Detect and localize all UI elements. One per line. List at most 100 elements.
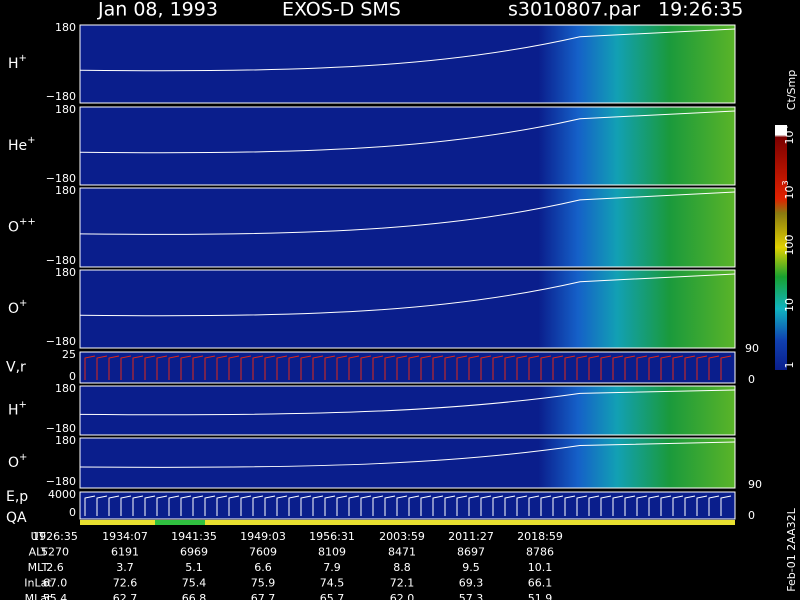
footer-value: 8.8 <box>393 561 411 574</box>
footer-value: 2003:59 <box>379 530 425 543</box>
panel-label-text: O <box>8 301 19 317</box>
trace <box>79 110 736 154</box>
panel-label-text: H <box>8 56 19 72</box>
colorbar-base: 100 <box>783 235 796 256</box>
footer-value: 1949:03 <box>240 530 286 543</box>
tick-label: −180 <box>46 90 76 103</box>
tick-label: 180 <box>55 434 76 447</box>
panel-label-sup: + <box>19 400 27 411</box>
right-tick-label: 90 <box>748 478 762 491</box>
footer-label: UT <box>31 530 46 543</box>
footer-value: 2011:27 <box>448 530 494 543</box>
footer-value: 1934:07 <box>102 530 148 543</box>
footer-value: 55.4 <box>43 592 68 600</box>
trace <box>79 191 736 235</box>
tick-label: 180 <box>55 103 76 116</box>
footer-value: 6969 <box>180 546 208 559</box>
panel-label: O++ <box>8 217 36 236</box>
panel-label-text: H <box>8 403 19 419</box>
footer-value: 62.0 <box>390 592 415 600</box>
footer-value: 7609 <box>249 546 277 559</box>
footer-label: MLat <box>25 592 52 600</box>
tick-label: −180 <box>46 422 76 435</box>
right-tick-label: 0 <box>748 509 755 522</box>
colorbar-base: 10 <box>783 186 796 200</box>
footer-value: 2018:59 <box>517 530 563 543</box>
colorbar-exp: 4 <box>781 125 790 130</box>
footer-value: 7.9 <box>323 561 341 574</box>
panel-label-sup: + <box>19 452 27 463</box>
panel-label-sup: ++ <box>19 217 36 228</box>
time: 19:26:35 <box>658 0 743 21</box>
panel <box>79 351 736 384</box>
date: Jan 08, 1993 <box>97 0 218 21</box>
colorbar <box>775 125 787 370</box>
footer-value: 57.3 <box>459 592 484 600</box>
colorbar-label: 104 <box>781 125 797 144</box>
colorbar-exp: 3 <box>781 180 790 185</box>
trace <box>79 441 736 468</box>
footer-value: 1941:35 <box>171 530 217 543</box>
footer-value: 67.0 <box>43 577 68 590</box>
footer-value: 51.9 <box>528 592 553 600</box>
panel-label-sup: + <box>19 53 27 64</box>
footer-value: 9.5 <box>462 561 480 574</box>
trace <box>79 28 736 72</box>
panel-label: H+ <box>8 53 27 72</box>
tick-label: 180 <box>55 21 76 34</box>
footer-label: MLT <box>28 561 49 574</box>
footer-value: 6191 <box>111 546 139 559</box>
footer-value: 8471 <box>388 546 416 559</box>
panel <box>79 106 736 186</box>
panel-label-text: He <box>8 138 27 154</box>
footer-value: 69.3 <box>459 577 484 590</box>
colorbar-label: 10 <box>783 298 796 312</box>
panel-label-text: V,r <box>6 360 26 376</box>
footer-value: 65.7 <box>320 592 345 600</box>
footer-value: 66.1 <box>528 577 553 590</box>
colorbar-base: 1 <box>783 362 796 369</box>
tick-label: −180 <box>46 335 76 348</box>
panel-label: V,r <box>6 360 26 376</box>
right-tick-label: 90 <box>745 342 759 355</box>
footer-value: 6.6 <box>254 561 272 574</box>
trace <box>79 273 736 317</box>
colorbar-label: 103 <box>781 180 797 199</box>
footer-value: 72.6 <box>113 577 138 590</box>
footer-value: 67.7 <box>251 592 276 600</box>
footer-value: 2.6 <box>46 561 64 574</box>
panel-label-text: O <box>8 220 19 236</box>
footer-label: ALT <box>29 546 48 559</box>
colorbar-base: 10 <box>783 131 796 145</box>
file: s3010807.par <box>508 0 640 21</box>
panel-label-text: QA <box>6 510 27 526</box>
qa-bar <box>155 520 205 525</box>
panel <box>79 269 736 349</box>
trace <box>84 495 732 516</box>
footer-value: 1956:31 <box>309 530 355 543</box>
footer-value: 75.9 <box>251 577 276 590</box>
footer-value: 3.7 <box>116 561 134 574</box>
instrument: EXOS-D SMS <box>282 0 401 21</box>
tick-label: −180 <box>46 172 76 185</box>
tick-label: 0 <box>69 370 76 383</box>
tick-label: 25 <box>62 348 76 361</box>
panel-label: E,p <box>6 489 28 505</box>
tick-label: 180 <box>55 266 76 279</box>
panel-label-sup: + <box>19 298 27 309</box>
panel <box>79 385 736 436</box>
trace <box>79 389 736 416</box>
footer-value: 72.1 <box>390 577 415 590</box>
panel <box>79 437 736 489</box>
footer-value: 1926:35 <box>32 530 78 543</box>
panel-label: He+ <box>8 135 36 154</box>
footer-value: 10.1 <box>528 561 553 574</box>
tick-label: 0 <box>69 506 76 519</box>
stamp: Feb-01 2AA32L <box>785 507 798 591</box>
footer-value: 8109 <box>318 546 346 559</box>
footer-value: 5.1 <box>185 561 203 574</box>
right-tick-label: 0 <box>748 373 755 386</box>
trace <box>84 355 732 380</box>
colorbar-unit: Ct/Smp <box>785 70 798 110</box>
